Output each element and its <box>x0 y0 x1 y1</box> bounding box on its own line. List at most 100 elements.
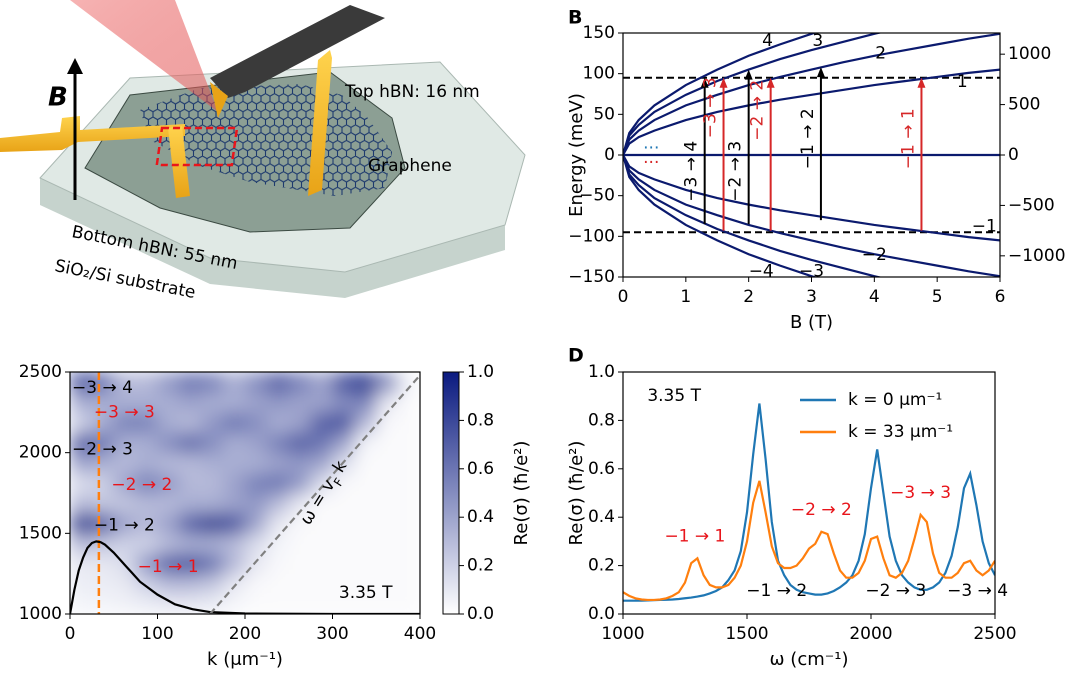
annotation: −1 → 2 <box>94 515 155 535</box>
heatmap-cell <box>310 513 334 534</box>
heatmap-cell <box>354 392 377 413</box>
heatmap-cell <box>157 513 180 534</box>
transition-label: −1 → 1 <box>898 108 918 169</box>
heatmap-cell <box>332 513 355 534</box>
axes-frame <box>622 371 996 615</box>
annotation: 3.35 T <box>647 386 701 406</box>
heatmap-cell <box>310 593 334 614</box>
heatmap-cell <box>70 533 93 555</box>
heatmap-cell <box>310 372 334 393</box>
transition-arrowhead <box>744 69 753 80</box>
heatmap-cell <box>113 472 137 494</box>
heatmap-cell <box>70 593 93 614</box>
heatmap-cell <box>135 372 159 393</box>
heatmap-cell <box>135 513 159 534</box>
y-tick-label: 2000 <box>19 443 62 463</box>
transition-arrowhead <box>816 67 825 78</box>
series-line <box>623 33 1000 156</box>
colorbar-tick-label: 0.2 <box>467 556 494 576</box>
series-line <box>623 68 1000 156</box>
heatmap-cell <box>179 493 202 514</box>
heatmap-cell <box>91 452 115 474</box>
heatmap-cell <box>376 513 399 534</box>
y-tick-label: 2500 <box>19 362 62 382</box>
heatmap-cell <box>157 472 180 494</box>
y2-tick-label: −500 <box>1008 195 1055 215</box>
heatmap-cell <box>201 452 224 474</box>
heatmap-cell <box>266 432 290 454</box>
x-axis-label: k (μm⁻¹) <box>207 649 283 670</box>
annotation: −1 → 2 <box>746 581 807 601</box>
heatmap-cell <box>179 452 202 474</box>
heatmap-cell <box>113 372 137 393</box>
heatmap-cell <box>310 493 334 514</box>
heatmap-cell <box>91 553 115 575</box>
heatmap-cell <box>223 372 246 393</box>
heatmap-cell <box>266 513 290 534</box>
heatmap-cell <box>201 392 224 413</box>
heatmap-cell <box>223 553 246 575</box>
overlays <box>70 372 420 614</box>
heatmap-cell <box>310 432 334 454</box>
heatmap-cell <box>398 573 420 595</box>
transition-label: −2 → 2 <box>748 80 768 141</box>
y-tick-label: 50 <box>593 104 615 124</box>
colorbar-tick-label: 1.0 <box>467 362 494 382</box>
heatmap-cell <box>201 472 224 494</box>
transition-arrowhead <box>700 77 709 88</box>
device-illustration: B Top hBN: 16 nm Graphene Bottom hBN: 55… <box>0 0 526 303</box>
heatmap-cell <box>245 392 268 413</box>
y-axis-label: Re(σ) (ħ/e²) <box>566 441 587 546</box>
heatmap-cell <box>245 513 268 534</box>
heatmap-cell <box>179 432 202 454</box>
heatmap-cell <box>201 593 224 614</box>
heatmap-cell <box>91 372 115 393</box>
y-tick-label: 150 <box>583 23 615 43</box>
heatmap-cell <box>157 553 180 575</box>
heatmap-cell <box>310 472 334 494</box>
y2-tick-label: −1000 <box>1008 246 1066 266</box>
y-tick-label: 0.6 <box>588 459 615 479</box>
heatmap-cell <box>135 452 159 474</box>
panel-letter: B <box>568 7 582 29</box>
heatmap-cell <box>310 533 334 555</box>
y-tick-label: 0.4 <box>588 507 615 527</box>
heatmap-cell <box>288 493 312 514</box>
heatmap-cell <box>201 513 224 534</box>
heatmap-cell <box>223 472 246 494</box>
heatmap-cell <box>223 513 246 534</box>
heatmap-cell <box>376 372 399 393</box>
heatmap-cell <box>245 452 268 474</box>
heatmap-cell <box>201 412 224 434</box>
heatmap-cell <box>179 412 202 434</box>
heatmap-cell <box>91 412 115 434</box>
annotation: −2 → 2 <box>111 475 172 495</box>
transition-arrowhead <box>719 77 728 88</box>
heatmap-cell <box>266 372 290 393</box>
annotation: −3 → 4 <box>947 581 1008 601</box>
x-tick-label: 100 <box>141 624 173 644</box>
legend-label: k = 33 μm⁻¹ <box>848 422 953 442</box>
heatmap-cell <box>113 452 137 474</box>
heatmap-cell <box>354 533 377 555</box>
heatmap-cell <box>354 372 377 393</box>
plot-area <box>623 403 995 602</box>
heatmap-cell <box>245 533 268 555</box>
y-tick-label: 1500 <box>19 523 62 543</box>
x-tick-label: 0 <box>618 287 629 307</box>
axes-frame <box>69 371 421 615</box>
heatmap-cell <box>332 392 355 413</box>
heatmap <box>70 372 420 614</box>
x-tick-label: 1 <box>680 287 691 307</box>
heatmap-cell <box>135 472 159 494</box>
heatmap-cell <box>354 432 377 454</box>
x-tick-label: 300 <box>316 624 348 644</box>
heatmap-cell <box>113 573 137 595</box>
x-tick-label: 400 <box>404 624 436 644</box>
heatmap-cell <box>398 412 420 434</box>
heatmap-cell <box>354 593 377 614</box>
heatmap-cell <box>332 432 355 454</box>
series-line <box>623 154 818 277</box>
heatmap-cell <box>332 573 355 595</box>
heatmap-cell <box>332 372 355 393</box>
